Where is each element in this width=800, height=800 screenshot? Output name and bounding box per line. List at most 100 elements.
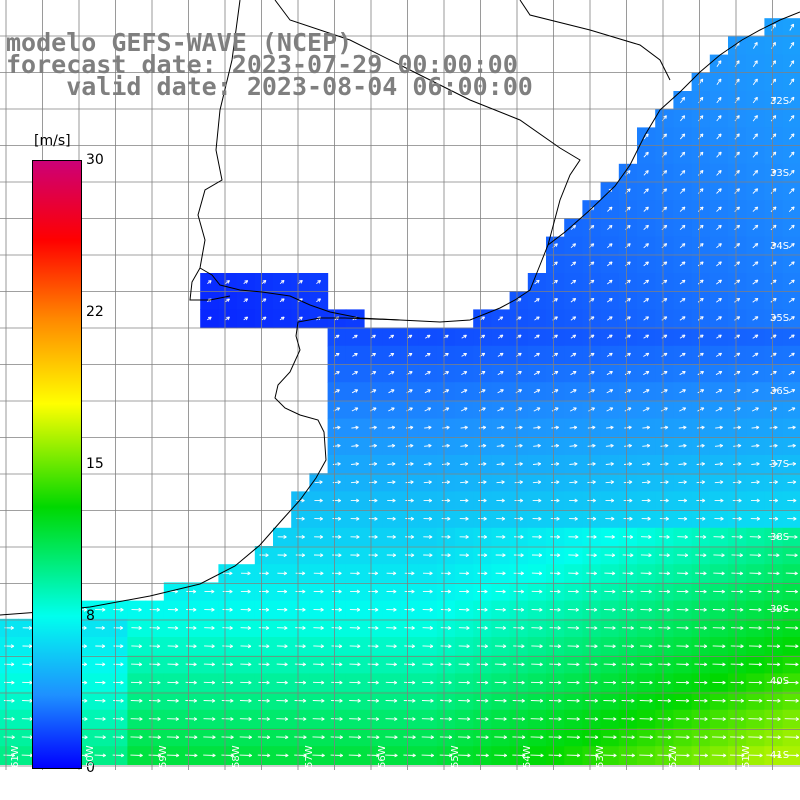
wind-arrow bbox=[221, 735, 234, 740]
wind-arrow bbox=[131, 662, 143, 667]
wind-arrow bbox=[476, 626, 488, 630]
wind-arrow bbox=[442, 425, 450, 430]
wind-arrow bbox=[752, 60, 758, 67]
wind-arrow bbox=[785, 571, 798, 576]
wind-arrow bbox=[331, 571, 342, 576]
wind-arrow bbox=[676, 607, 689, 612]
wind-arrow bbox=[348, 753, 362, 758]
wind-arrow bbox=[678, 498, 688, 503]
wind-arrow bbox=[712, 698, 726, 703]
wind-arrow bbox=[749, 607, 762, 612]
wind-arrow bbox=[640, 553, 652, 558]
wind-arrow bbox=[496, 425, 505, 430]
wind-arrow bbox=[570, 261, 577, 267]
wind-arrow bbox=[715, 389, 723, 394]
wind-arrow bbox=[442, 462, 450, 466]
wind-arrow bbox=[94, 735, 106, 740]
wind-arrow bbox=[332, 480, 341, 485]
wind-arrow bbox=[512, 753, 526, 758]
wind-arrow bbox=[642, 443, 651, 448]
wind-arrow bbox=[531, 644, 543, 649]
wind-arrow bbox=[461, 371, 468, 375]
wind-arrow bbox=[294, 717, 307, 721]
wind-arrow bbox=[349, 644, 361, 649]
wind-arrow bbox=[730, 717, 745, 721]
wind-arrow bbox=[621, 662, 635, 667]
wind-arrow bbox=[789, 115, 795, 122]
wind-arrow bbox=[314, 480, 323, 485]
wind-arrow bbox=[351, 425, 359, 430]
wind-arrow bbox=[716, 206, 722, 212]
wind-arrow bbox=[621, 717, 635, 721]
wind-arrow bbox=[549, 680, 562, 685]
wind-arrow bbox=[495, 571, 506, 576]
wind-arrow bbox=[680, 96, 686, 104]
wind-arrow bbox=[476, 644, 488, 649]
wind-arrow bbox=[367, 735, 380, 740]
wind-arrow bbox=[548, 753, 562, 758]
wind-arrow bbox=[386, 571, 397, 576]
wind-arrow bbox=[113, 607, 124, 612]
wind-arrow bbox=[716, 224, 722, 231]
wind-arrow bbox=[713, 589, 725, 594]
wind-arrow bbox=[568, 535, 579, 539]
wind-arrow bbox=[312, 698, 325, 703]
wind-arrow bbox=[204, 644, 215, 649]
wind-arrow bbox=[712, 626, 726, 630]
wind-arrow bbox=[751, 461, 760, 466]
wind-arrow bbox=[770, 370, 777, 376]
wind-arrow bbox=[496, 443, 505, 448]
wind-arrow bbox=[461, 352, 467, 357]
wind-arrow bbox=[387, 462, 396, 466]
wind-arrow bbox=[787, 443, 796, 448]
wind-arrow bbox=[440, 680, 452, 685]
wind-arrow bbox=[513, 607, 525, 612]
wind-arrow bbox=[660, 425, 669, 430]
wind-arrow bbox=[316, 298, 322, 303]
wind-arrow bbox=[459, 571, 470, 576]
wind-arrow bbox=[460, 462, 469, 466]
wind-arrow bbox=[368, 607, 379, 612]
wind-arrow bbox=[786, 535, 798, 539]
wind-arrow bbox=[368, 535, 378, 539]
wind-arrow bbox=[313, 607, 324, 612]
wind-arrow bbox=[534, 334, 540, 339]
wind-arrow bbox=[787, 516, 797, 521]
wind-arrow bbox=[424, 389, 431, 394]
wind-arrow bbox=[294, 680, 307, 685]
wind-arrow bbox=[788, 243, 795, 249]
wind-arrow bbox=[712, 662, 726, 667]
wind-arrow bbox=[693, 753, 708, 758]
wind-arrow bbox=[643, 188, 649, 194]
wind-arrow bbox=[240, 680, 252, 685]
wind-arrow bbox=[770, 188, 777, 194]
wind-arrow bbox=[568, 516, 578, 521]
wind-arrow bbox=[460, 389, 468, 394]
wind-arrow bbox=[258, 607, 270, 612]
wind-arrow bbox=[460, 425, 468, 430]
wind-arrow bbox=[712, 644, 726, 649]
wind-arrow bbox=[715, 407, 723, 412]
wind-arrow bbox=[533, 443, 541, 448]
lon-label-55w: 55W bbox=[450, 745, 461, 768]
wind-arrow bbox=[221, 753, 234, 758]
wind-arrow bbox=[679, 334, 686, 339]
wind-arrow bbox=[496, 462, 505, 466]
wind-arrow bbox=[716, 133, 722, 140]
wind-arrow bbox=[533, 371, 541, 376]
wind-arrow bbox=[787, 498, 797, 503]
wind-arrow bbox=[312, 680, 325, 685]
wind-arrow bbox=[606, 425, 614, 430]
wind-arrow bbox=[549, 662, 562, 667]
wind-arrow bbox=[203, 735, 216, 740]
colorbar-tick-22: 22 bbox=[86, 304, 104, 320]
wind-arrow bbox=[567, 589, 579, 594]
wind-arrow bbox=[788, 389, 796, 394]
wind-arrow bbox=[584, 735, 599, 740]
wind-arrow bbox=[716, 151, 722, 158]
wind-arrow bbox=[22, 626, 33, 630]
wind-arrow bbox=[659, 498, 669, 503]
wind-arrow bbox=[386, 553, 397, 558]
wind-arrow bbox=[403, 717, 416, 721]
lon-label-54w: 54W bbox=[522, 745, 533, 768]
